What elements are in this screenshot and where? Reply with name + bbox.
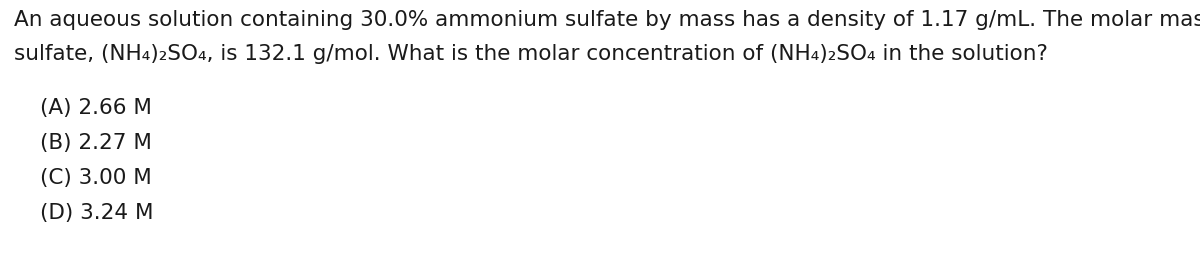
Text: (A) 2.66 M: (A) 2.66 M bbox=[40, 98, 152, 118]
Text: sulfate, (NH₄)₂SO₄, is 132.1 g/mol. What is the molar concentration of (NH₄)₂SO₄: sulfate, (NH₄)₂SO₄, is 132.1 g/mol. What… bbox=[14, 44, 1048, 64]
Text: (B) 2.27 M: (B) 2.27 M bbox=[40, 133, 152, 153]
Text: (D) 3.24 M: (D) 3.24 M bbox=[40, 203, 154, 223]
Text: An aqueous solution containing 30.0% ammonium sulfate by mass has a density of 1: An aqueous solution containing 30.0% amm… bbox=[14, 10, 1200, 30]
Text: (C) 3.00 M: (C) 3.00 M bbox=[40, 168, 151, 188]
